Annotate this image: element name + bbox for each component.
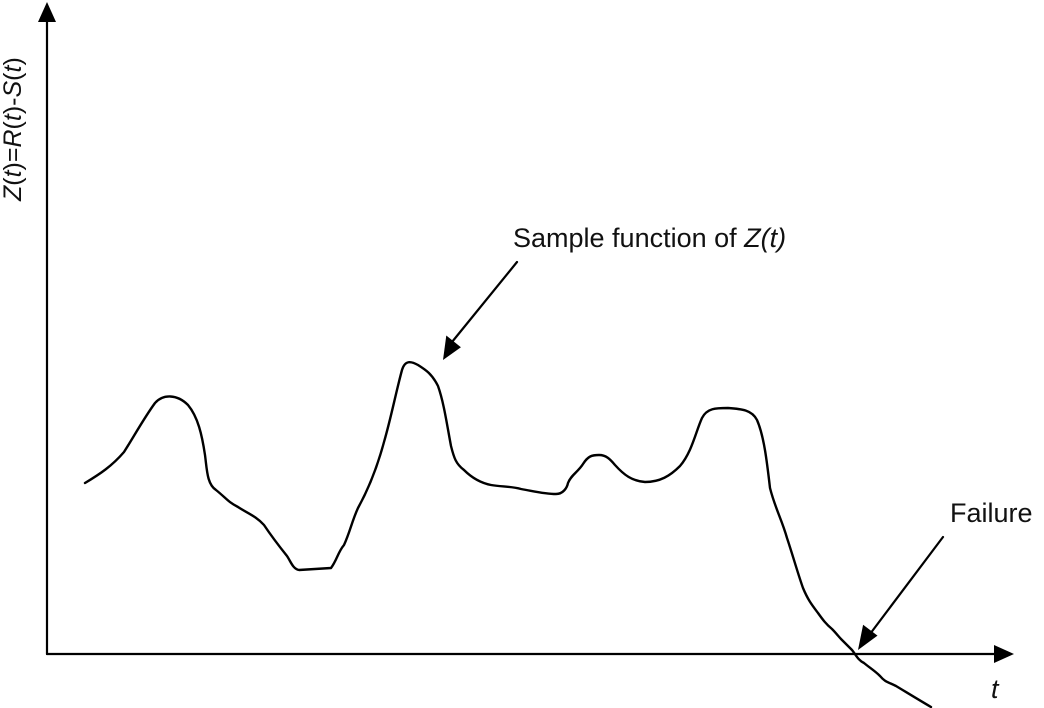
- x-axis-label: t: [991, 674, 999, 704]
- y-label-t: t: [0, 114, 27, 122]
- sample-function-arrowhead: [443, 335, 461, 360]
- y-label-s: S: [0, 80, 27, 98]
- y-axis-arrowhead: [38, 2, 56, 22]
- y-label-minus: )-: [0, 97, 27, 115]
- y-axis-label: Z(t)=R(t)-S(t): [0, 44, 29, 214]
- y-label-z: Z: [0, 185, 27, 201]
- y-label-paren: (: [0, 72, 27, 81]
- y-label-paren: (: [0, 177, 27, 186]
- failure-arrow: [868, 535, 945, 636]
- y-label-r: R: [0, 129, 27, 148]
- y-label-t: t: [0, 170, 27, 178]
- y-label-paren: (: [0, 121, 27, 130]
- y-label-paren: ): [0, 57, 27, 66]
- sample-function-annotation: Sample function of Z(t): [513, 225, 786, 252]
- sample-function-annotation-text: Sample function of: [513, 223, 745, 253]
- sample-function-annotation-symbol: Z(t): [744, 223, 787, 253]
- failure-arrowhead: [858, 624, 878, 650]
- sample-function-arrow: [450, 260, 519, 344]
- y-label-t: t: [0, 65, 27, 73]
- sample-function-curve: [83, 360, 933, 708]
- failure-annotation: Failure: [950, 498, 1033, 528]
- y-label-equals: )=: [0, 147, 27, 171]
- x-axis-arrowhead: [994, 645, 1014, 663]
